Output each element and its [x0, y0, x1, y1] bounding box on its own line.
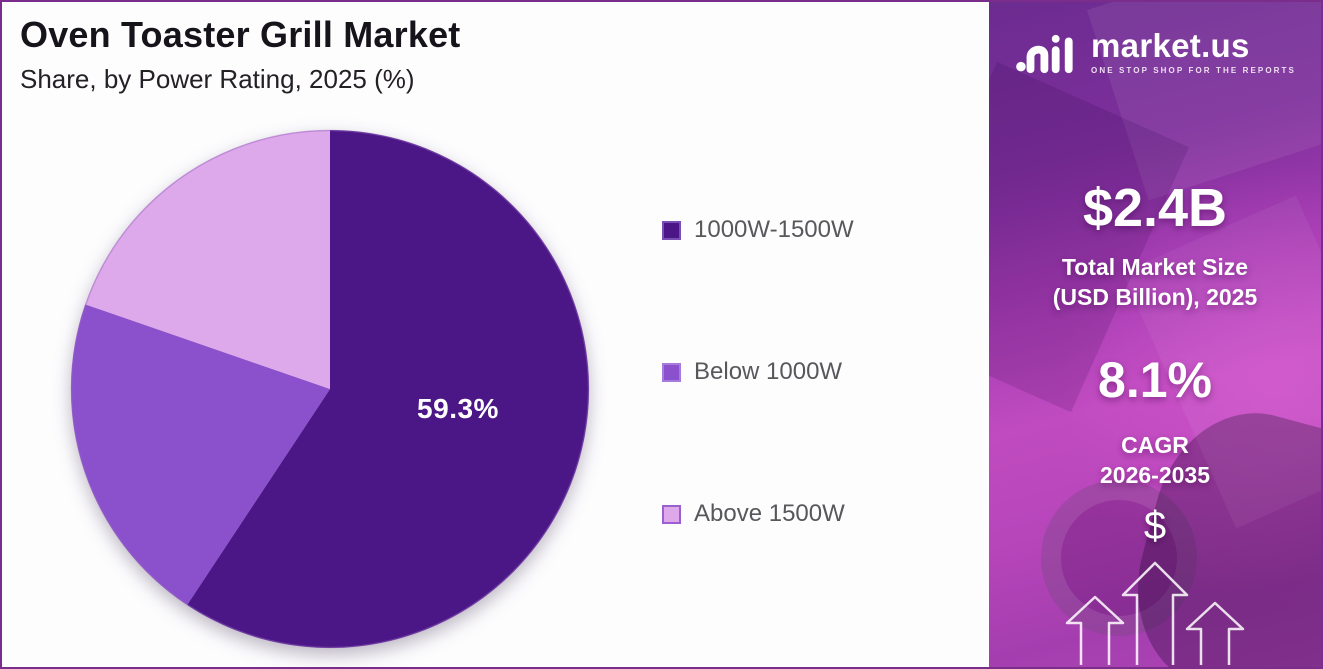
pie-slice [85, 130, 330, 389]
brand-text: market.us ONE STOP SHOP FOR THE REPORTS [1091, 26, 1296, 75]
legend-item-1000w-1500w: 1000W-1500W [662, 215, 854, 245]
brand-tagline: ONE STOP SHOP FOR THE REPORTS [1091, 65, 1296, 75]
pie-slice [187, 130, 589, 648]
dollar-icon: $ [1143, 504, 1167, 548]
chart-panel: Oven Toaster Grill Market Share, by Powe… [2, 2, 989, 667]
legend-swatch-icon [662, 504, 681, 524]
cagr-label: CAGR 2026-2035 [989, 430, 1321, 490]
legend-label: Above 1500W [694, 500, 845, 527]
total-market-size-label-line1: Total Market Size [1061, 254, 1249, 280]
pie-slice [71, 304, 330, 606]
chart-legend: 1000W-1500W Below 1000W Above 1500W [662, 215, 854, 529]
growth-arrows-icon [1065, 561, 1245, 665]
legend-item-below-1000w: Below 1000W [662, 357, 854, 387]
legend-swatch-icon [662, 220, 681, 240]
brand-sidebar: market.us ONE STOP SHOP FOR THE REPORTS … [989, 2, 1321, 667]
total-market-size-value: $2.4B [1082, 178, 1228, 238]
market-us-logo-icon [1016, 34, 1073, 74]
cagr-label-line2: 2026-2035 [1100, 462, 1210, 488]
legend-label: 1000W-1500W [694, 216, 854, 243]
total-market-size-label-line2: (USD Billion), 2025 [1052, 284, 1258, 310]
brand-logo: market.us ONE STOP SHOP FOR THE REPORTS [989, 26, 1321, 76]
pie-chart [70, 129, 590, 649]
total-market-size-label: Total Market Size (USD Billion), 2025 [989, 252, 1321, 312]
legend-item-above-1500w: Above 1500W [662, 499, 854, 529]
cagr-label-line1: CAGR [1121, 432, 1189, 458]
decor-photo-cup [1041, 480, 1197, 636]
page-title: Oven Toaster Grill Market [20, 14, 461, 55]
cagr-value: 8.1% [1098, 352, 1212, 408]
brand-name: market.us [1091, 26, 1250, 64]
legend-label: Below 1000W [694, 358, 843, 385]
page-subtitle: Share, by Power Rating, 2025 (%) [20, 64, 415, 94]
legend-swatch-icon [662, 362, 681, 382]
pie-slice-data-label: 59.3% [417, 393, 499, 424]
pie-rim [70, 129, 590, 649]
